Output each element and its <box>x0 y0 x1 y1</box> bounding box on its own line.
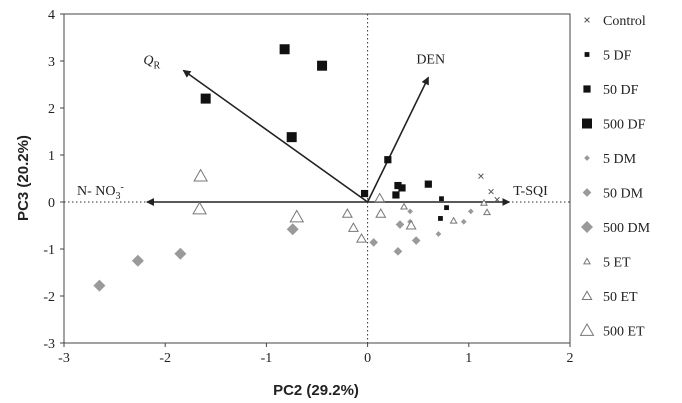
data-point <box>438 216 443 221</box>
data-point <box>286 132 297 143</box>
plot-frame <box>63 13 571 344</box>
legend-label: 5 DF <box>603 49 632 64</box>
loading-vectors: QR DEN N- NO3- T-SQI <box>77 52 548 206</box>
data-point <box>394 181 402 190</box>
x-tick-label: -3 <box>58 351 70 366</box>
data-point <box>411 236 421 245</box>
legend-marker <box>581 290 593 301</box>
data-point <box>341 208 353 218</box>
legend-label: 5 DM <box>603 152 637 167</box>
plot-area <box>63 13 571 344</box>
legend-marker <box>582 188 592 197</box>
y-tick-label: 3 <box>48 55 55 70</box>
data-point <box>369 238 378 247</box>
data-point <box>405 219 417 230</box>
data-points <box>93 44 500 292</box>
x-tick-label: 2 <box>567 351 574 366</box>
legend-marker <box>583 85 591 93</box>
zero-lines <box>64 14 570 343</box>
vector-label: N- NO3- <box>77 182 124 202</box>
vector-arrow <box>182 69 369 203</box>
x-tick-label: 0 <box>364 351 371 366</box>
data-point <box>317 60 328 71</box>
y-tick-label: -3 <box>43 337 55 352</box>
data-point <box>407 208 413 215</box>
y-tick-label: 1 <box>48 149 55 164</box>
data-point <box>400 202 409 210</box>
vector-label: T-SQI <box>513 184 548 199</box>
legend-marker <box>582 118 592 129</box>
legend-label: 50 DM <box>603 187 644 202</box>
data-point <box>467 208 474 215</box>
data-point <box>384 156 392 164</box>
vector-arrow <box>366 76 430 203</box>
legend-label: 500 DM <box>603 221 651 236</box>
legend-label: 50 DF <box>603 83 639 98</box>
y-tick-label: 4 <box>48 8 55 23</box>
data-point <box>393 247 403 256</box>
legend-label: 50 ET <box>603 290 638 305</box>
data-point <box>392 191 400 199</box>
data-point <box>375 208 387 218</box>
data-point <box>355 232 368 243</box>
legend-marker <box>584 17 590 23</box>
data-point <box>289 209 305 223</box>
data-point <box>435 231 442 237</box>
legend-marker <box>584 155 590 161</box>
legend-marker <box>579 322 595 336</box>
data-point <box>398 184 406 192</box>
legend: Control 5 DF 50 DF 500 DF 5 DM 50 DM 500 DM 5 E… <box>579 14 651 340</box>
data-point <box>374 192 386 203</box>
data-point <box>131 254 144 267</box>
data-point <box>460 218 467 225</box>
data-point <box>439 196 444 202</box>
data-point <box>200 93 211 104</box>
data-point <box>193 168 208 182</box>
y-tick-label: -1 <box>43 243 55 258</box>
y-tick-label: 2 <box>48 102 55 117</box>
vector-label: DEN <box>416 52 445 67</box>
legend-label: 5 ET <box>603 256 631 271</box>
data-point <box>444 205 449 211</box>
data-point <box>347 222 359 232</box>
data-point <box>192 201 207 215</box>
x-axis-ticks: -3 -2 -1 0 1 2 <box>58 343 574 366</box>
data-point <box>479 198 488 206</box>
y-axis-title: PC3 (20.2%) <box>15 135 32 221</box>
legend-label: 500 DF <box>603 118 646 133</box>
data-point <box>424 180 432 188</box>
x-tick-label: 1 <box>465 351 472 366</box>
legend-marker <box>581 221 593 233</box>
data-point <box>478 173 484 179</box>
x-axis-title: PC2 (29.2%) <box>273 382 359 399</box>
x-tick-label: -2 <box>159 351 171 366</box>
y-tick-label: -2 <box>43 290 55 305</box>
x-tick-label: -1 <box>261 351 273 366</box>
data-point <box>286 223 299 236</box>
data-point <box>449 216 458 224</box>
legend-marker <box>583 257 591 265</box>
data-point <box>174 247 187 260</box>
data-point <box>93 279 106 292</box>
data-point <box>395 220 405 229</box>
y-axis-ticks: -3 -2 -1 0 1 2 3 4 <box>43 8 64 352</box>
data-point <box>494 196 500 203</box>
data-point <box>360 189 369 198</box>
y-tick-label: 0 <box>48 196 55 211</box>
data-point <box>483 208 491 216</box>
data-point <box>279 44 290 55</box>
legend-label: 500 ET <box>603 325 645 340</box>
legend-marker <box>584 52 590 57</box>
legend-label: Control <box>603 14 646 29</box>
vector-label: QR <box>143 53 160 71</box>
data-point <box>488 188 494 195</box>
